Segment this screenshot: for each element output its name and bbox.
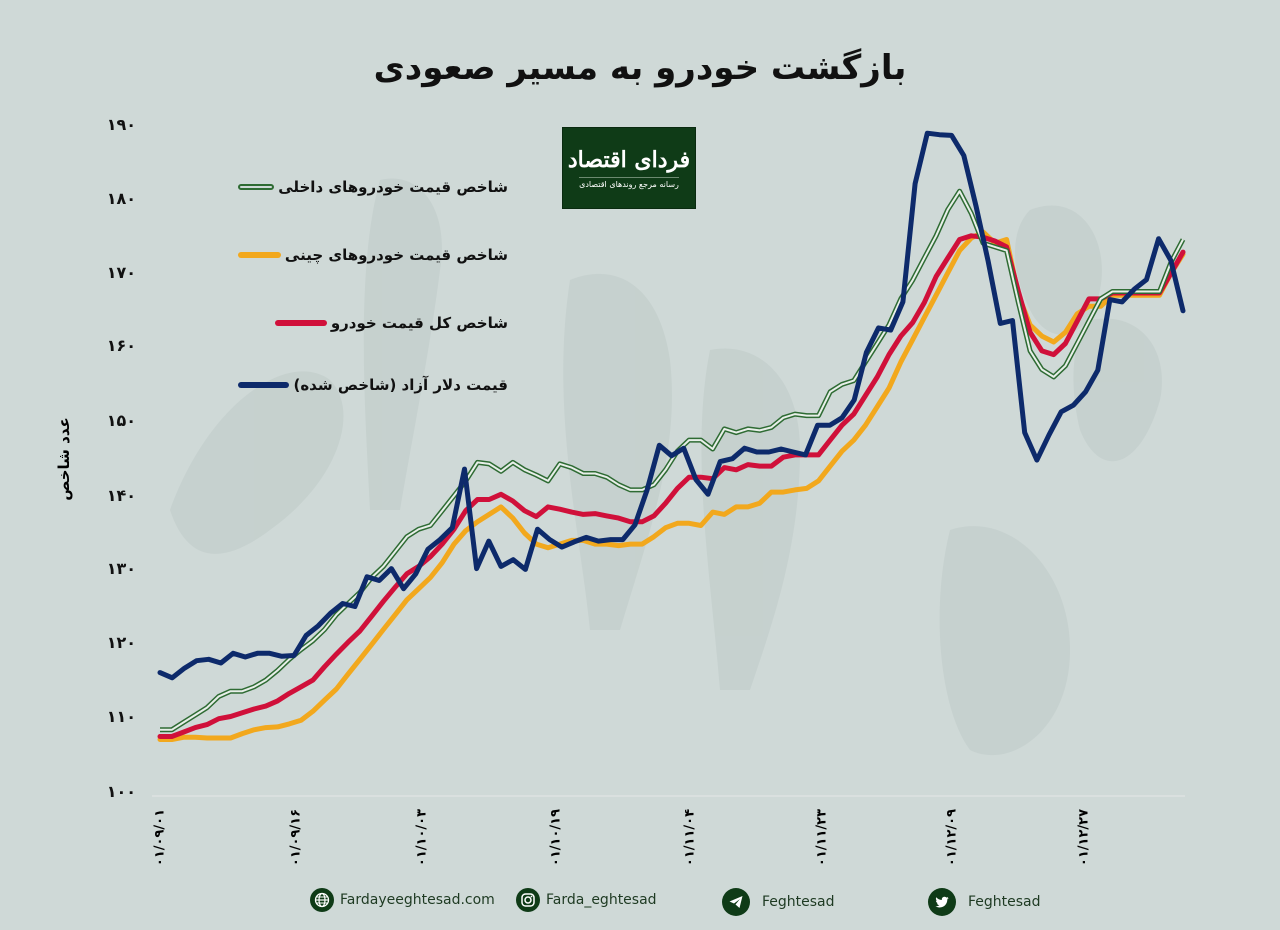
twitter-link[interactable]: Feghtesad bbox=[928, 888, 1041, 916]
legend-swatch-red bbox=[274, 320, 327, 326]
footer: Fardayeeghtesad.com Farda_eghtesad Feght… bbox=[0, 888, 1280, 918]
telegram-link[interactable]: Feghtesad bbox=[722, 888, 835, 916]
telegram-icon bbox=[722, 888, 750, 916]
y-tick: ۱۲۰ bbox=[106, 633, 136, 652]
series-line bbox=[157, 229, 1186, 742]
y-tick: ۱۹۰ bbox=[106, 115, 136, 134]
y-tick: ۱۸۰ bbox=[106, 189, 136, 208]
instagram-text: Farda_eghtesad bbox=[546, 892, 657, 908]
twitter-text: Feghtesad bbox=[968, 894, 1041, 910]
legend-swatch-green bbox=[238, 184, 275, 190]
brand-logo: فردای اقتصاد رسانه مرجع روندهای اقتصادی bbox=[562, 127, 696, 209]
instagram-icon bbox=[516, 888, 540, 912]
website-text: Fardayeeghtesad.com bbox=[340, 892, 495, 908]
globe-icon bbox=[310, 888, 334, 912]
chart-title: بازگشت خودرو به مسیر صعودی bbox=[373, 48, 907, 88]
twitter-icon bbox=[928, 888, 956, 916]
y-tick: ۱۰۰ bbox=[106, 782, 136, 801]
legend-label: شاخص قیمت خودروهای داخلی bbox=[278, 178, 508, 196]
y-tick: ۱۶۰ bbox=[106, 336, 136, 355]
y-tick: ۱۱۰ bbox=[106, 707, 136, 726]
website-link[interactable]: Fardayeeghtesad.com bbox=[310, 888, 495, 912]
series-line bbox=[157, 130, 1186, 681]
legend-item-chinese: شاخص قیمت خودروهای چینی bbox=[238, 246, 508, 264]
legend-item-domestic: شاخص قیمت خودروهای داخلی bbox=[238, 178, 508, 196]
series-line-domestic-inner bbox=[160, 190, 1184, 731]
y-tick: ۱۴۰ bbox=[106, 486, 136, 505]
telegram-text: Feghtesad bbox=[762, 894, 835, 910]
series-layer bbox=[157, 130, 1186, 742]
legend-label: قیمت دلار آزاد (شاخص شده) bbox=[293, 376, 508, 394]
legend-label: شاخص کل قیمت خودرو bbox=[330, 314, 508, 332]
y-tick: ۱۵۰ bbox=[106, 411, 136, 430]
y-tick: ۱۷۰ bbox=[106, 263, 136, 282]
legend-label: شاخص قیمت خودروهای چینی bbox=[284, 246, 508, 264]
legend-swatch-navy bbox=[238, 382, 290, 388]
legend-item-dollar: قیمت دلار آزاد (شاخص شده) bbox=[238, 376, 508, 394]
y-tick: ۱۳۰ bbox=[106, 559, 136, 578]
instagram-link[interactable]: Farda_eghtesad bbox=[516, 888, 657, 912]
legend-item-total: شاخص کل قیمت خودرو bbox=[238, 314, 508, 332]
logo-sub-text: رسانه مرجع روندهای اقتصادی bbox=[579, 177, 679, 189]
logo-main-text: فردای اقتصاد bbox=[567, 147, 691, 173]
series-line bbox=[157, 233, 1186, 739]
legend-swatch-yellow bbox=[238, 252, 281, 258]
